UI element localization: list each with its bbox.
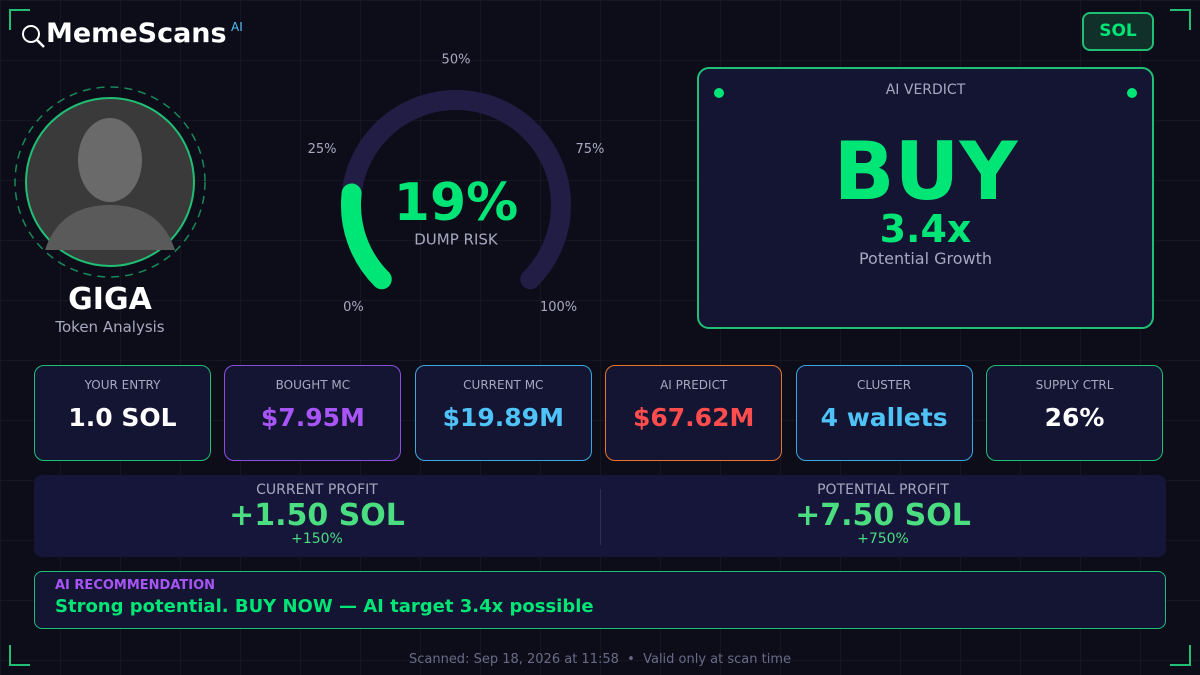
verdict-multiplier: 3.4x bbox=[879, 207, 972, 251]
profit-value: +1.50 SOL bbox=[229, 498, 405, 533]
stat-card: YOUR ENTRY 1.0 SOL bbox=[34, 365, 211, 461]
stat-label: YOUR ENTRY bbox=[84, 378, 161, 392]
recommendation-text: Strong potential. BUY NOW — AI target 3.… bbox=[55, 596, 594, 617]
brand: MemeScans bbox=[46, 18, 227, 49]
stat-label: AI PREDICT bbox=[660, 378, 728, 392]
stat-value: 26% bbox=[1044, 403, 1105, 432]
recommendation-title: AI RECOMMENDATION bbox=[55, 578, 216, 593]
recommendation: AI RECOMMENDATION Strong potential. BUY … bbox=[34, 571, 1166, 629]
verdict-card: AI VERDICT BUY 3.4x Potential Growth bbox=[697, 67, 1154, 329]
stat-card: SUPPLY CTRL 26% bbox=[986, 365, 1163, 461]
stat-card: BOUGHT MC $7.95M bbox=[224, 365, 402, 461]
stat-label: CLUSTER bbox=[857, 378, 912, 392]
gauge-tick-label: 0% bbox=[343, 300, 364, 315]
verdict-caption: Potential Growth bbox=[858, 249, 993, 268]
stat-card: AI PREDICT $67.62M bbox=[605, 365, 783, 461]
profit-label: CURRENT PROFIT bbox=[256, 482, 378, 498]
stat-card: CLUSTER 4 wallets bbox=[795, 365, 973, 461]
profit-label: POTENTIAL PROFIT bbox=[817, 482, 949, 498]
stat-value: $7.95M bbox=[260, 403, 365, 432]
profit-panel: CURRENT PROFIT +1.50 SOL +150% POTENTIAL PR… bbox=[34, 475, 1166, 557]
verdict-title: AI VERDICT bbox=[885, 82, 966, 98]
stat-value: $67.62M bbox=[633, 403, 755, 432]
gauge-tick-label: 75% bbox=[576, 142, 605, 157]
stat-value: $19.89M bbox=[442, 403, 564, 432]
stat-value: 1.0 SOL bbox=[68, 403, 177, 432]
stat-label: SUPPLY CTRL bbox=[1035, 378, 1114, 392]
gauge-tick-label: 100% bbox=[540, 300, 577, 315]
gauge-value: 19% bbox=[394, 173, 518, 233]
gauge: 19% DUMP RISK 0% 25% 50% 75% 100% bbox=[308, 53, 605, 316]
gauge-tick-label: 25% bbox=[308, 142, 337, 157]
stat-card: CURRENT MC $19.89M bbox=[414, 365, 592, 461]
token-name: GIGA bbox=[68, 282, 152, 317]
chain-badge[interactable]: SOL bbox=[1082, 12, 1154, 51]
profit-percent: +150% bbox=[291, 531, 343, 547]
stat-value: 4 wallets bbox=[820, 403, 948, 432]
stat-label: BOUGHT MC bbox=[275, 378, 351, 392]
profit-value: +7.50 SOL bbox=[795, 498, 971, 533]
profit-percent: +750% bbox=[857, 531, 909, 547]
verdict-action: BUY bbox=[833, 125, 1018, 218]
gauge-fill bbox=[341, 183, 392, 290]
brand-badge: AI bbox=[231, 20, 243, 34]
token-subtitle: Token Analysis bbox=[55, 318, 165, 336]
gauge-tick-label: 50% bbox=[442, 53, 471, 68]
stat-label: CURRENT MC bbox=[463, 378, 544, 392]
gauge-label: DUMP RISK bbox=[414, 231, 499, 249]
footer: Scanned: Sep 18, 2026 at 11:58 • Valid o… bbox=[408, 652, 792, 667]
